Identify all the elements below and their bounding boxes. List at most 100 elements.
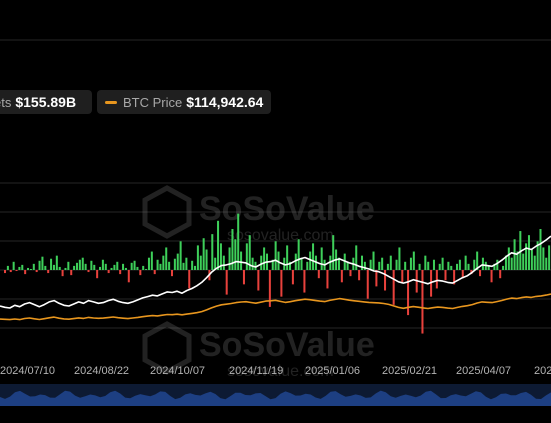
flow-bar [150, 251, 153, 270]
flow-bar [317, 270, 320, 279]
flow-bar [73, 265, 76, 270]
flow-bar [306, 261, 309, 270]
flow-bar [294, 253, 297, 270]
flow-bar [427, 261, 430, 270]
flow-bar [142, 265, 145, 270]
flow-bar [490, 270, 493, 283]
x-tick-label: 202 [534, 365, 551, 377]
flow-bar [242, 270, 245, 285]
flow-bar [300, 257, 303, 270]
flow-bar [240, 251, 243, 270]
x-axis: 2024/07/10 2024/08/22 2024/10/07 2024/11/19… [0, 365, 551, 377]
flow-bar [245, 243, 248, 270]
flow-bar [124, 267, 127, 270]
flow-bar [113, 264, 116, 271]
legend-assets-item[interactable]: ets $155.89B [0, 90, 92, 114]
flow-bar [372, 251, 375, 270]
flow-bar [320, 247, 323, 270]
flow-bar [12, 261, 15, 270]
x-tick-label: 2025/01/06 [305, 365, 360, 377]
flow-bar [346, 261, 349, 270]
flow-bar [363, 261, 366, 270]
flow-bar [289, 261, 292, 270]
flow-bar [205, 249, 208, 270]
flow-bar [153, 270, 156, 275]
flow-bar [107, 270, 110, 274]
flow-bar [358, 270, 361, 281]
flow-bar [432, 259, 435, 270]
flow-bar [450, 265, 453, 270]
flow-bar [312, 243, 315, 270]
flow-bar [291, 270, 294, 285]
watermark-logo-icon [142, 321, 192, 375]
flow-bar [507, 247, 510, 270]
flow-bar [438, 263, 441, 270]
flow-bar [257, 270, 260, 291]
flow-bar [119, 270, 122, 275]
flow-bar [519, 231, 522, 270]
flow-bar [504, 255, 507, 270]
assets-line [0, 235, 551, 309]
flow-bar [130, 262, 133, 270]
flow-bar [268, 270, 271, 307]
flow-bar [147, 257, 150, 270]
flow-bar [159, 263, 162, 270]
flow-bar [122, 263, 125, 270]
range-navigator[interactable] [0, 384, 551, 406]
legend-btc-value: $114,942.64 [186, 94, 264, 110]
grid-lines [0, 39, 551, 329]
flow-bar [104, 263, 107, 270]
flow-bar [421, 270, 424, 334]
flow-bar [219, 243, 222, 270]
legend-assets-value: $155.89B [15, 94, 77, 110]
flow-bar [101, 259, 104, 270]
flow-bar [173, 258, 176, 270]
legend-btc-item[interactable]: BTC Price $114,942.64 [97, 90, 272, 114]
x-tick-label: 2025/04/07 [456, 365, 511, 377]
flow-bar [231, 229, 234, 270]
x-tick-label: 2025/02/21 [382, 365, 437, 377]
flow-bar [24, 270, 27, 275]
flow-bar [188, 270, 191, 289]
flow-bar [254, 261, 257, 270]
flow-bar [55, 255, 58, 270]
flow-bar [369, 259, 372, 270]
flow-bar [424, 255, 427, 270]
flow-bar [409, 257, 412, 270]
flow-bar [398, 247, 401, 270]
flow-bar [340, 270, 343, 283]
flow-bar [27, 267, 30, 270]
flow-bar [407, 270, 410, 316]
flow-bar [170, 270, 173, 277]
flow-bar [58, 266, 61, 270]
flow-bar [263, 247, 266, 270]
flow-bar [96, 270, 99, 279]
flow-bar [61, 270, 64, 277]
flow-bar [467, 263, 470, 270]
x-tick-label: 2024/07/10 [0, 365, 55, 377]
flow-bar [110, 267, 113, 270]
flow-bar [548, 245, 551, 270]
flow-bar [179, 241, 182, 270]
flow-bar [75, 262, 78, 270]
flow-bar [217, 220, 220, 270]
flow-bar [375, 270, 378, 287]
btc-price-line-layer [0, 293, 551, 321]
flow-bar [237, 213, 240, 270]
flow-bar [136, 266, 139, 270]
legend-btc-label: BTC Price [123, 94, 183, 110]
flow-bar [326, 270, 329, 289]
watermark-sub: sosovalue.com [227, 363, 334, 380]
flow-bar [47, 270, 50, 274]
flow-bar [64, 267, 67, 270]
flow-bar [481, 257, 484, 270]
flow-bar [99, 266, 102, 270]
flow-bar [78, 259, 81, 270]
flow-bar [360, 255, 364, 270]
flow-bar [522, 253, 525, 270]
flow-bar [44, 265, 47, 270]
flow-bar [496, 259, 499, 270]
flow-bar [444, 270, 447, 281]
